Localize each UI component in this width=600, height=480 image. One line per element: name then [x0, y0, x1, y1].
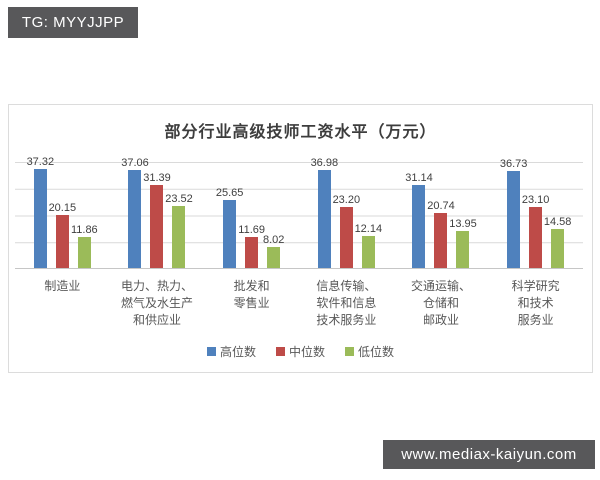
legend-item-1: 中位数 [275, 343, 325, 360]
bar-series-1: 23.20 [333, 194, 360, 268]
category-label: 交通运输、仓储和邮政业 [394, 278, 489, 329]
category-label-line: 科学研究 [511, 279, 560, 293]
bar-series-0: 37.32 [27, 156, 54, 268]
legend-label: 中位数 [288, 345, 325, 359]
bar-value-label: 25.65 [215, 187, 244, 200]
bar-value-label: 20.74 [427, 200, 455, 213]
bar-series-0: 25.65 [216, 187, 243, 268]
legend-item-0: 高位数 [206, 343, 256, 360]
bar-series-2: 12.14 [355, 223, 382, 268]
legend-item-2: 低位数 [345, 343, 394, 360]
watermark-text-bottom: www.mediax-kaiyun.com [401, 446, 577, 463]
watermark-banner-bottom: www.mediax-kaiyun.com [383, 440, 595, 469]
category-label: 批发和 零售业 [204, 278, 299, 312]
legend-swatch-icon [275, 347, 285, 356]
category-label: 科学研究和技术服务业 [488, 278, 583, 329]
category-label-line: 零售业 [233, 296, 270, 310]
bar-group: 37.06 31.39 23.52 [110, 157, 205, 268]
category-label-line: 技术服务业 [316, 313, 377, 327]
category-label-line: 软件和信息 [316, 296, 377, 310]
category-label-line: 邮政业 [422, 313, 459, 327]
category-label-line: 服务业 [517, 313, 554, 327]
x-axis-labels: 制造业 电力、热力、 燃气及水生产 和供应业 批发和 零售业 信息传输、 软件和信息 技术服务业… [15, 278, 583, 338]
category-label: 制造业 [15, 278, 110, 295]
bar-value-label: 36.73 [499, 157, 528, 170]
bar-series-1: 20.15 [49, 202, 76, 268]
bar-value-label: 23.20 [332, 193, 361, 206]
bar-value-label: 20.15 [48, 201, 77, 214]
category-label-line: 电力、热力、 [120, 279, 193, 293]
bar-series-1: 23.10 [522, 194, 549, 268]
bar-value-label: 31.14 [405, 172, 433, 185]
watermark-text-top: TG: MYYJJPP [21, 14, 125, 31]
bar-group: 25.65 11.69 8.02 [204, 162, 299, 268]
bar-value-label: 12.14 [354, 222, 383, 235]
bar-value-label: 31.39 [143, 171, 171, 184]
legend-swatch-icon [345, 347, 354, 356]
bar-group: 36.98 23.20 12.14 [299, 157, 394, 268]
chart-title: 部分行业高级技师工资水平（万元） [164, 124, 437, 141]
legend-label: 高位数 [219, 345, 256, 359]
bar-value-label: 37.06 [121, 156, 149, 169]
bar-series-2: 13.95 [449, 218, 477, 268]
bar-series-2: 14.58 [544, 216, 571, 268]
watermark-banner-top: TG: MYYJJPP [8, 7, 138, 38]
bar-group: 31.14 20.74 13.95 [394, 162, 489, 268]
category-label-line: 仓储和 [422, 296, 459, 310]
chart-legend: 高位数 中位数 低位数 [9, 343, 592, 360]
bar-value-label: 11.69 [238, 224, 266, 237]
bar-series-1: 31.39 [143, 172, 171, 268]
category-label-line: 信息传输、 [316, 279, 377, 293]
category-label-line: 制造业 [44, 279, 81, 293]
bar-series-0: 36.73 [500, 158, 527, 268]
bar-value-label: 8.02 [262, 233, 285, 246]
bar-value-label: 23.10 [521, 193, 550, 206]
legend-swatch-icon [206, 347, 216, 356]
category-label-line: 和技术 [517, 296, 554, 310]
plot-area: 37.32 20.15 11.86 37.06 31.39 23.52 25.65 11.69… [15, 156, 583, 269]
bar-series-0: 36.98 [311, 157, 338, 268]
bar-series-2: 8.02 [263, 234, 284, 268]
bar-value-label: 14.58 [543, 216, 572, 229]
category-label-line: 交通运输、 [410, 279, 471, 293]
bar-value-label: 37.32 [26, 156, 55, 169]
legend-label: 低位数 [358, 345, 395, 359]
bar-series-2: 11.86 [71, 224, 98, 268]
bar-series-0: 31.14 [405, 172, 433, 268]
chart-card: 部分行业高级技师工资水平（万元） 37.32 20.15 11.86 37.06 31.… [8, 104, 593, 373]
bar-value-label: 23.52 [165, 192, 193, 205]
category-label-line: 燃气及水生产 [120, 296, 193, 310]
bar-series-2: 23.52 [165, 193, 193, 268]
category-label: 电力、热力、 燃气及水生产 和供应业 [110, 278, 205, 329]
category-label: 信息传输、软件和信息技术服务业 [299, 278, 394, 329]
category-label-line: 和供应业 [132, 313, 181, 327]
bar-value-label: 13.95 [449, 218, 477, 231]
bar-value-label: 11.86 [70, 223, 98, 236]
category-label-line: 批发和 [233, 279, 270, 293]
bar-series-1: 11.69 [238, 224, 265, 268]
bar-group: 37.32 20.15 11.86 [15, 156, 110, 268]
bar-value-label: 36.98 [310, 157, 339, 170]
bar-group: 36.73 23.10 14.58 [488, 158, 583, 268]
bar-series-0: 37.06 [121, 157, 149, 268]
bar-series-1: 20.74 [427, 200, 455, 268]
